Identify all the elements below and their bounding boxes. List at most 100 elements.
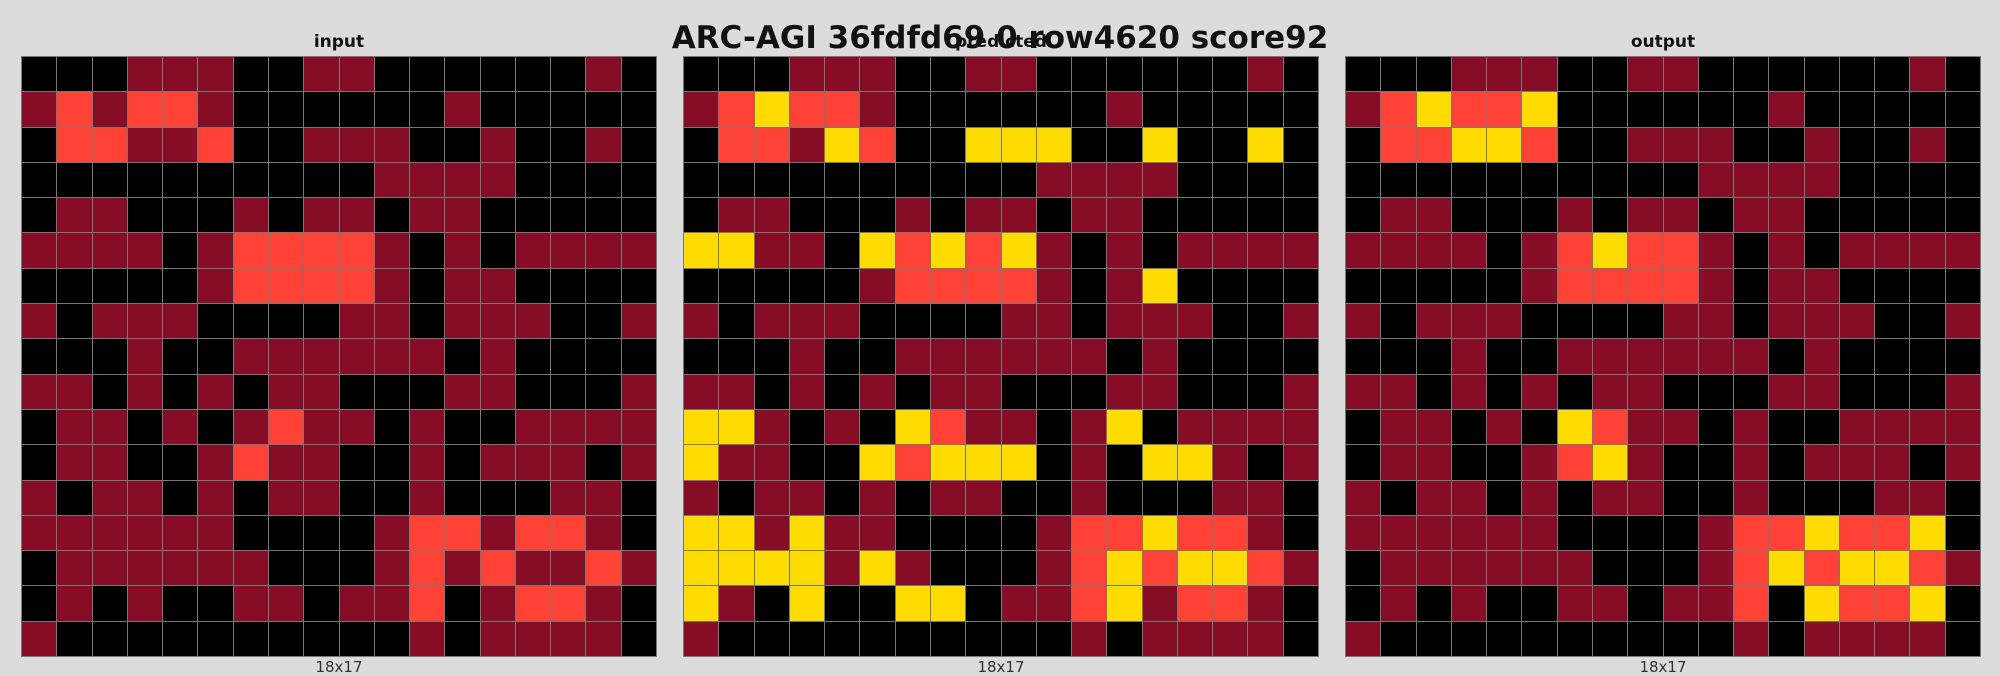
grid-cell [1107,304,1142,339]
grid-cell [1839,586,1875,621]
grid-cell [1072,515,1107,551]
grid-cell [198,304,233,339]
grid-cell [1451,268,1487,304]
grid-cell [92,621,127,656]
grid-cell [1177,586,1213,621]
grid-cell [127,57,163,92]
grid-cell [1451,57,1487,92]
grid-cell [1945,304,1980,339]
grid-cell [1910,551,1945,586]
grid-cell [1487,233,1522,268]
grid-cell [233,586,268,621]
grid-cell [1734,268,1769,304]
grid-cell [1107,92,1142,127]
grid-cell [92,409,127,445]
grid-cell [719,586,754,621]
grid-cell [233,127,268,162]
grid-cell [825,621,860,656]
grid-cell [304,304,339,339]
grid-cell [1213,127,1248,162]
grid-cell [1628,268,1663,304]
grid-cell [825,480,860,515]
grid-cell [1734,409,1769,445]
grid-cell [480,304,515,339]
grid-cell [1522,515,1557,551]
grid-cell [410,233,445,268]
grid-cell [1522,586,1557,621]
grid-cell [1001,445,1036,480]
grid-cell [304,268,339,304]
grid-cell [1213,551,1248,586]
grid-cell [92,515,127,551]
grid-cell [1522,92,1557,127]
grid-cell [1769,339,1804,374]
grid-cell [1177,162,1213,198]
grid-cell [268,515,304,551]
grid-cell [586,198,621,233]
grid-cell [1804,92,1839,127]
grid-cell [1416,268,1451,304]
grid-cell [1698,445,1734,480]
grid-cell [895,515,930,551]
grid-cell [551,445,586,480]
grid-cell [719,127,754,162]
grid-cell [1663,586,1698,621]
grid-cell [233,374,268,409]
input-panel: input 18x17 [21,0,657,676]
grid-cell [268,304,304,339]
grid-cell [1213,233,1248,268]
grid-cell [1381,480,1416,515]
grid-cell [621,162,656,198]
grid-cell [127,374,163,409]
grid-cell [789,57,825,92]
grid-cell [966,621,1001,656]
grid-cell [1001,551,1036,586]
grid-cell [1487,515,1522,551]
grid-cell [1213,621,1248,656]
grid-cell [127,339,163,374]
grid-cell [1839,409,1875,445]
grid-cell [1213,409,1248,445]
input-size-label: 18x17 [315,658,363,676]
grid-cell [621,551,656,586]
grid-cell [515,551,551,586]
predicted-label: predicted [955,32,1047,52]
grid-cell [1107,586,1142,621]
grid-cell [621,233,656,268]
grid-cell [374,621,410,656]
grid-cell [92,304,127,339]
grid-cell [22,374,57,409]
grid-cell [1036,92,1072,127]
grid-cell [268,127,304,162]
grid-cell [268,621,304,656]
grid-cell [198,551,233,586]
grid-cell [1213,445,1248,480]
grid-cell [127,409,163,445]
grid-cell [1036,304,1072,339]
grid-cell [1804,480,1839,515]
grid-cell [1036,374,1072,409]
grid-cell [1283,198,1318,233]
grid-cell [1072,198,1107,233]
grid-cell [1875,127,1910,162]
grid-cell [930,445,966,480]
grid-cell [1248,409,1283,445]
grid-cell [1107,445,1142,480]
grid-cell [1177,127,1213,162]
grid-cell [1592,233,1628,268]
grid-cell [1487,445,1522,480]
grid-cell [1451,515,1487,551]
grid-cell [551,127,586,162]
grid-cell [586,127,621,162]
grid-cell [304,57,339,92]
grid-cell [1557,198,1592,233]
grid-cell [1592,162,1628,198]
grid-cell [1945,339,1980,374]
grid-cell [445,233,480,268]
grid-cell [515,586,551,621]
grid-cell [754,162,789,198]
grid-cell [339,374,374,409]
grid-cell [586,409,621,445]
grid-cell [1557,409,1592,445]
grid-cell [1910,233,1945,268]
